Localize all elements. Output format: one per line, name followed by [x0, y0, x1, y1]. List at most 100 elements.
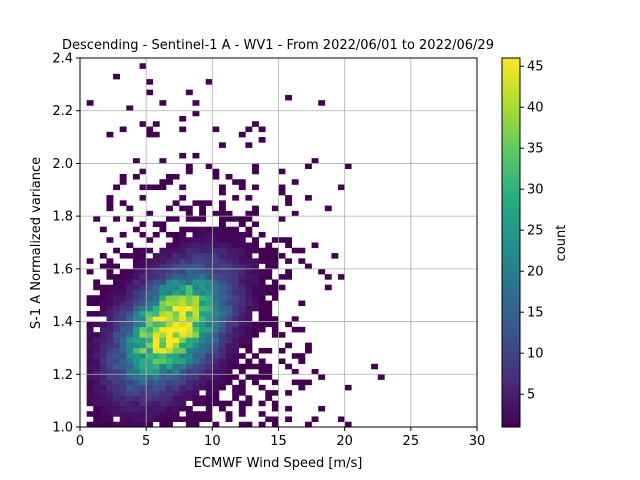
heatmap-cell	[218, 189, 226, 196]
heatmap-cell	[238, 263, 246, 270]
heatmap-cell	[298, 358, 306, 365]
heatmap-cell	[245, 247, 253, 254]
heatmap-cell	[106, 421, 114, 428]
heatmap-cell	[126, 337, 134, 343]
heatmap-cell	[205, 237, 213, 243]
heatmap-cell	[146, 353, 154, 359]
heatmap-cell	[185, 405, 193, 412]
heatmap-cell	[258, 295, 266, 301]
heatmap-cell	[146, 79, 154, 85]
heatmap-cell	[159, 405, 167, 412]
heatmap-cell	[179, 305, 187, 312]
heatmap-cell	[179, 253, 187, 259]
heatmap-cell	[166, 258, 173, 264]
heatmap-cell	[152, 411, 160, 417]
heatmap-cell	[218, 363, 226, 370]
heatmap-cell	[225, 268, 233, 275]
heatmap-cell	[159, 247, 167, 254]
heatmap-cell	[199, 237, 207, 243]
heatmap-cell	[86, 347, 94, 354]
heatmap-cell	[265, 321, 273, 328]
heatmap-cell	[285, 321, 293, 328]
heatmap-cell	[238, 421, 246, 428]
heatmap-cell	[146, 184, 154, 191]
heatmap-cell	[139, 121, 147, 127]
heatmap-cell	[225, 337, 233, 343]
heatmap-cell	[245, 305, 253, 312]
heatmap-cell	[126, 321, 134, 328]
heatmap-cell	[152, 258, 160, 264]
heatmap-cell	[146, 279, 154, 285]
heatmap-cell	[139, 358, 147, 365]
heatmap-cell	[106, 347, 114, 354]
heatmap-cell	[179, 337, 187, 343]
heatmap-cell	[265, 263, 273, 270]
heatmap-cell	[225, 358, 233, 365]
heatmap-cell	[126, 205, 134, 212]
heatmap-cell	[212, 237, 220, 243]
heatmap-cell	[199, 289, 207, 296]
heatmap-cell	[139, 221, 147, 227]
heatmap-cell	[106, 300, 114, 307]
colorbar-tick-label: 30	[527, 183, 544, 198]
heatmap-cell	[119, 395, 127, 401]
heatmap-cell	[238, 258, 246, 264]
heatmap-cell	[159, 353, 167, 359]
heatmap-cell	[132, 289, 140, 296]
heatmap-cell	[232, 300, 240, 307]
heatmap-cell	[132, 300, 140, 307]
heatmap-cell	[218, 237, 226, 243]
heatmap-cell	[265, 305, 273, 312]
y-tick-label: 2.2	[52, 104, 73, 119]
heatmap-cell	[199, 258, 207, 264]
heatmap-cell	[218, 184, 226, 191]
heatmap-cell	[192, 421, 200, 428]
heatmap-cell	[258, 411, 266, 417]
heatmap-cell	[93, 421, 101, 428]
heatmap-cell	[99, 347, 107, 354]
heatmap-cell	[278, 253, 286, 259]
heatmap-cell	[179, 279, 187, 285]
heatmap-cell	[192, 342, 200, 349]
heatmap-cell	[298, 384, 306, 391]
heatmap-cell	[152, 131, 160, 138]
heatmap-cell	[179, 231, 187, 238]
heatmap-cell	[139, 305, 147, 312]
heatmap-cell	[172, 358, 180, 365]
heatmap-cell	[119, 358, 127, 365]
heatmap-cell	[225, 289, 233, 296]
heatmap-cell	[225, 326, 233, 333]
heatmap-cell	[179, 184, 187, 191]
heatmap-cell	[113, 395, 120, 401]
heatmap-cell	[205, 247, 213, 254]
heatmap-cell	[311, 242, 319, 249]
heatmap-cell	[99, 326, 107, 333]
heatmap-cell	[146, 321, 154, 328]
heatmap-cell	[166, 263, 173, 270]
heatmap-cell	[172, 326, 180, 333]
heatmap-cell	[199, 200, 207, 206]
heatmap-cell	[106, 342, 114, 349]
heatmap-cell	[238, 221, 246, 227]
heatmap-cell	[212, 274, 220, 280]
heatmap-cell	[199, 284, 207, 291]
heatmap-cell	[238, 369, 246, 375]
heatmap-cell	[106, 200, 114, 206]
heatmap-cell	[265, 316, 273, 322]
heatmap-cell	[218, 258, 226, 264]
heatmap-cell	[146, 337, 154, 343]
heatmap-cell	[172, 347, 180, 354]
heatmap-cell	[212, 168, 220, 175]
heatmap-cell	[205, 274, 213, 280]
heatmap-cell	[132, 311, 140, 317]
heatmap-cell	[278, 216, 286, 222]
heatmap-cell	[166, 289, 173, 296]
heatmap-cell	[126, 332, 134, 338]
heatmap-cell	[166, 284, 173, 291]
colorbar-label: count	[554, 225, 569, 262]
heatmap-cell	[304, 379, 312, 386]
heatmap-cell	[179, 326, 187, 333]
heatmap-cell	[199, 274, 207, 280]
heatmap-cell	[152, 316, 160, 322]
heatmap-cell	[218, 374, 226, 380]
